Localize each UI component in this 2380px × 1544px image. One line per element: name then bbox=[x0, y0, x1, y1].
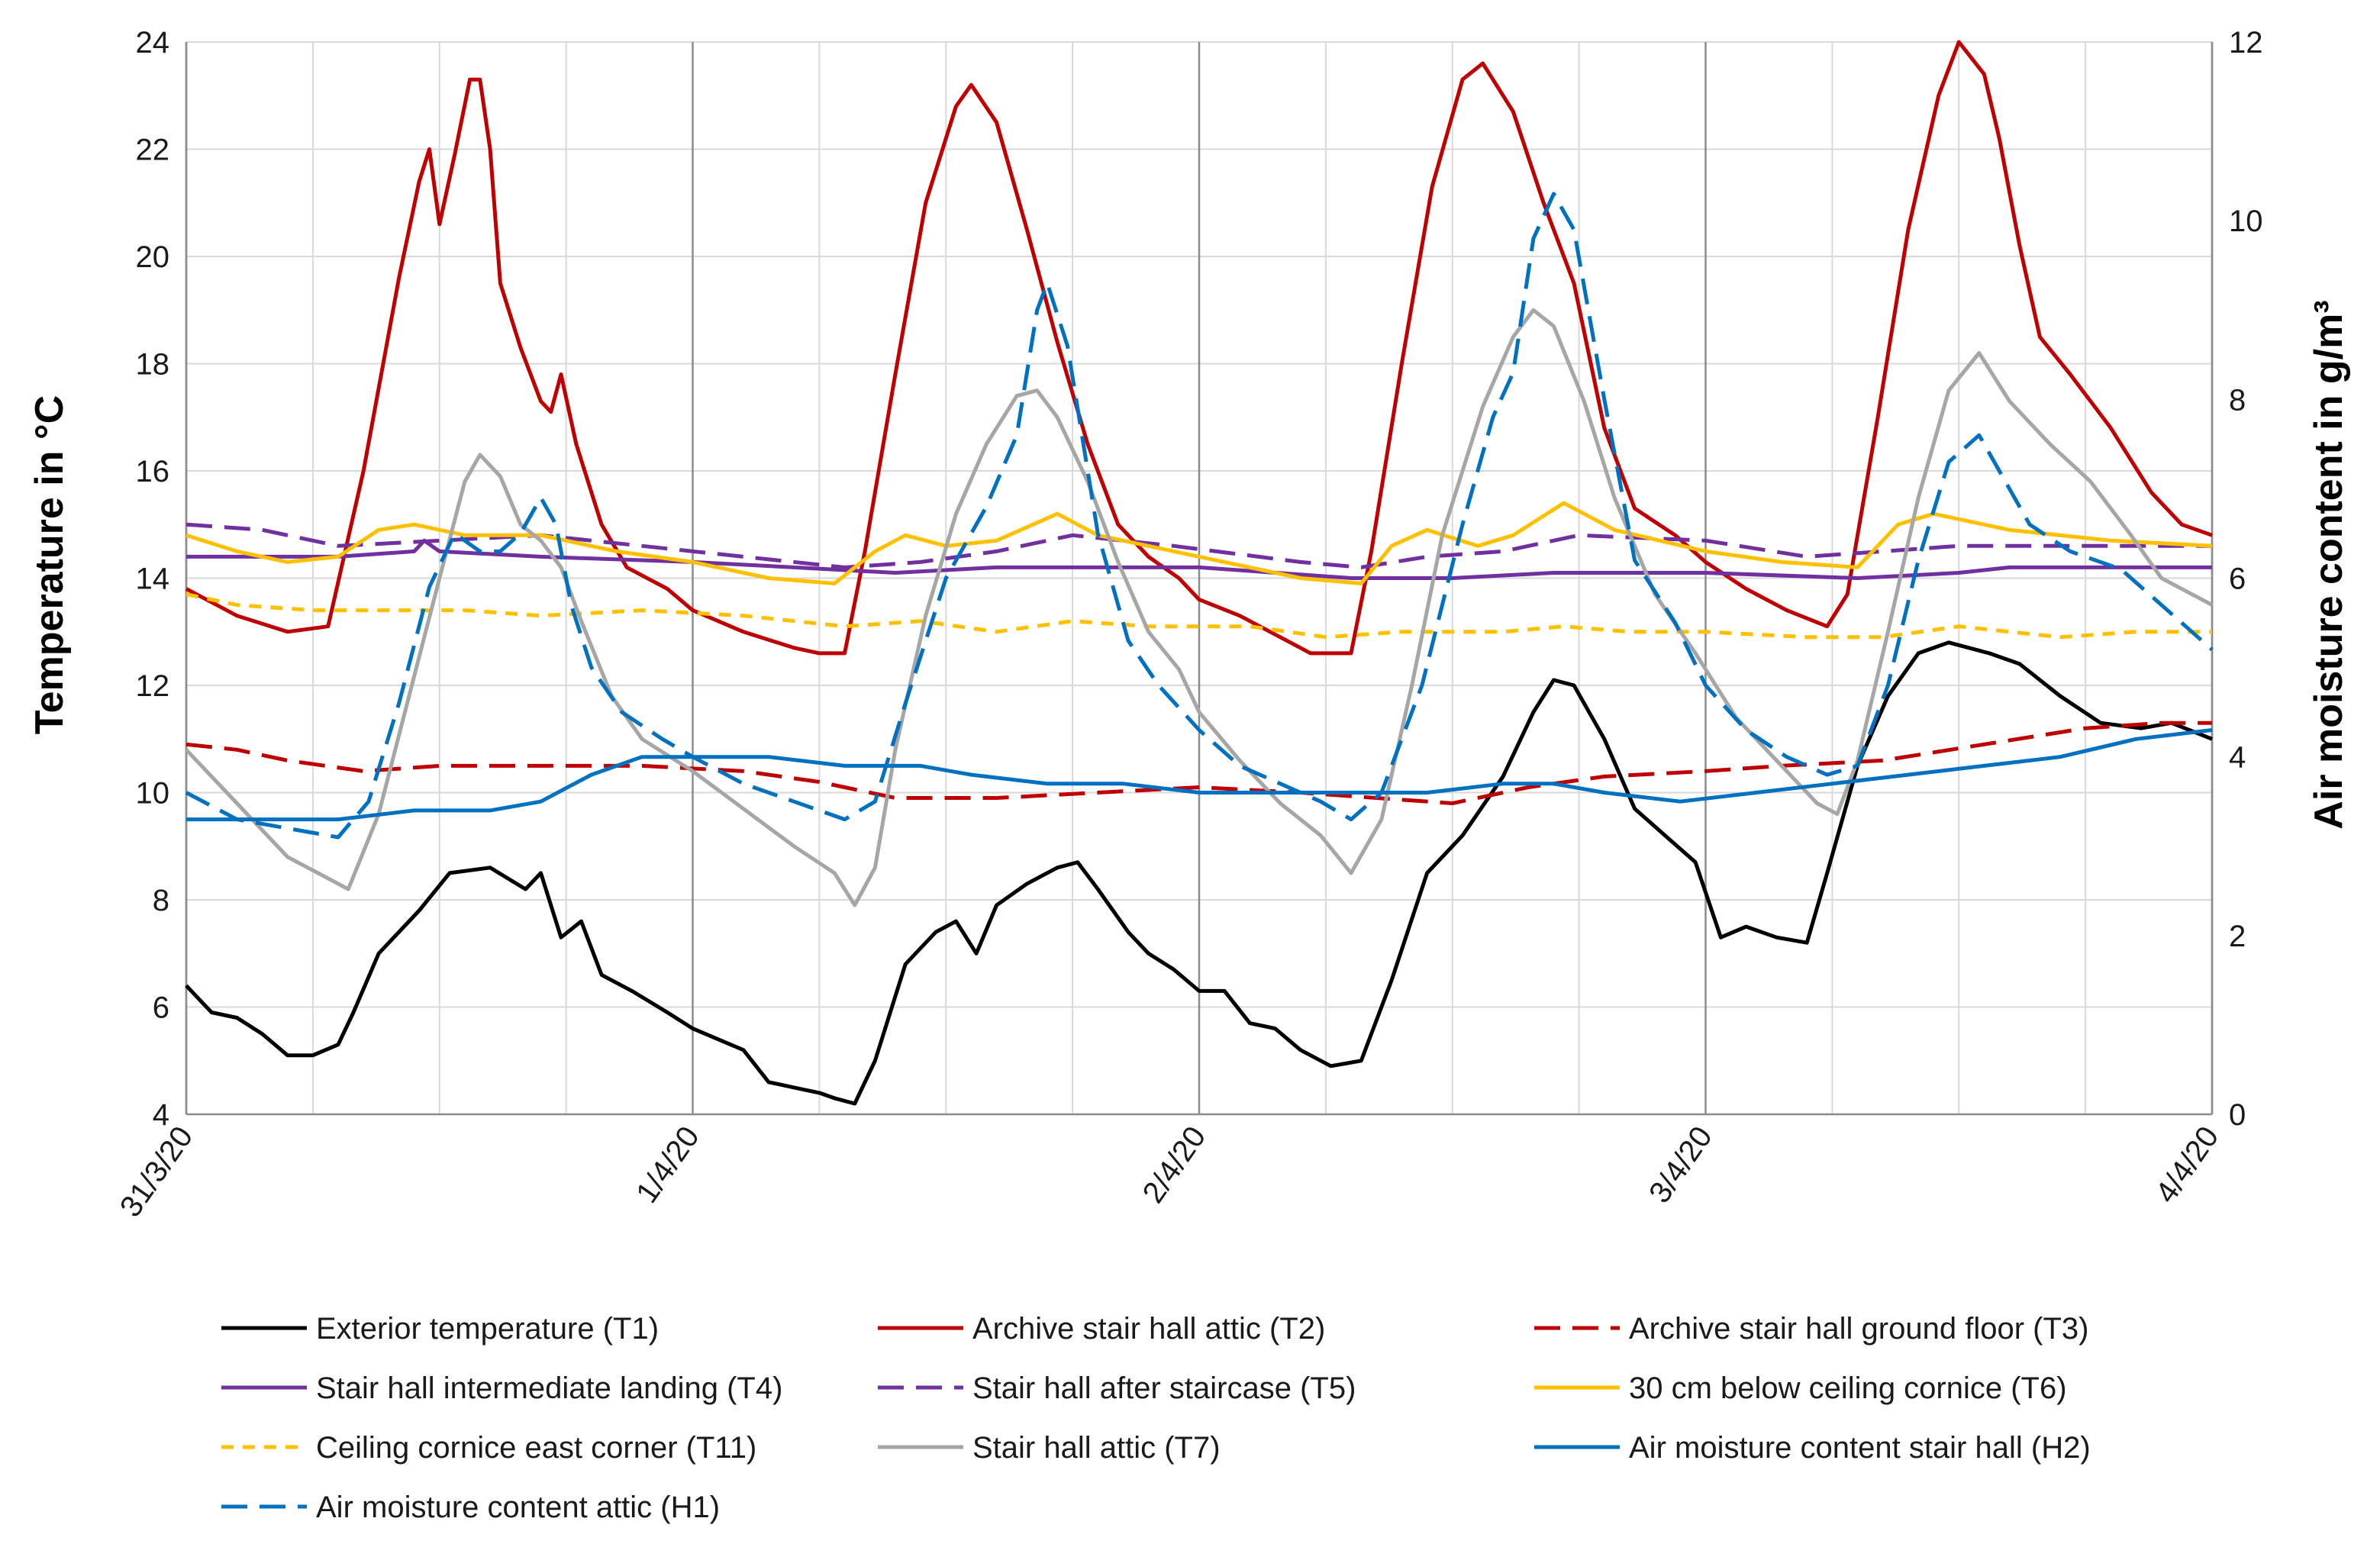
axes bbox=[185, 42, 2214, 1116]
legend-item: Stair hall intermediate landing (T4) bbox=[221, 1372, 782, 1405]
right-tick-label: 0 bbox=[2229, 1098, 2246, 1132]
left-tick-label: 8 bbox=[153, 884, 169, 917]
x-tick-label: 3/4/20 bbox=[1643, 1120, 1719, 1209]
right-tick-label: 6 bbox=[2229, 562, 2246, 596]
left-axis-title: Temperature in °C bbox=[27, 395, 72, 735]
series-line bbox=[185, 40, 2213, 656]
left-tick-label: 22 bbox=[136, 134, 170, 167]
legend-label: Exterior temperature (T1) bbox=[316, 1312, 659, 1346]
legend-label: Stair hall intermediate landing (T4) bbox=[316, 1372, 782, 1405]
left-tick-label: 12 bbox=[136, 669, 170, 703]
x-tick-label: 2/4/20 bbox=[1137, 1120, 1213, 1209]
x-tick-label: 31/3/20 bbox=[114, 1120, 200, 1223]
legend-label: Archive stair hall attic (T2) bbox=[972, 1312, 1325, 1346]
legend-item: Archive stair hall attic (T2) bbox=[878, 1312, 1325, 1346]
legend: Exterior temperature (T1) Archive stair h… bbox=[221, 1312, 2091, 1524]
legend-item: Exterior temperature (T1) bbox=[221, 1312, 659, 1346]
left-tick-label: 18 bbox=[136, 348, 170, 382]
x-axis-ticks: 31/3/20 1/4/20 2/4/20 3/4/20 4/4/20 bbox=[114, 1120, 2226, 1223]
left-tick-label: 4 bbox=[153, 1098, 169, 1132]
right-axis-ticks: 0 2 4 6 8 10 12 bbox=[2229, 26, 2263, 1132]
legend-label: Air moisture content stair hall (H2) bbox=[1629, 1431, 2091, 1465]
legend-label: Ceiling cornice east corner (T11) bbox=[316, 1431, 756, 1465]
right-axis-title: Air moisture content in g/m³ bbox=[2307, 300, 2351, 829]
left-tick-label: 24 bbox=[136, 26, 170, 60]
legend-item: Air moisture content attic (H1) bbox=[221, 1491, 720, 1524]
x-tick-label: 4/4/20 bbox=[2149, 1120, 2226, 1209]
legend-item: Air moisture content stair hall (H2) bbox=[1534, 1431, 2091, 1465]
legend-label: Stair hall after staircase (T5) bbox=[972, 1372, 1356, 1405]
legend-label: Air moisture content attic (H1) bbox=[316, 1491, 720, 1524]
legend-item: 30 cm below ceiling cornice (T6) bbox=[1534, 1372, 2067, 1405]
left-tick-label: 16 bbox=[136, 455, 170, 488]
legend-item: Stair hall after staircase (T5) bbox=[878, 1372, 1356, 1405]
series-lines bbox=[185, 40, 2214, 1106]
series-line bbox=[185, 592, 2212, 640]
left-axis-ticks: 4 6 8 10 12 14 16 18 20 22 24 bbox=[136, 26, 170, 1132]
series-line bbox=[185, 640, 2213, 1106]
series-line bbox=[185, 308, 2214, 907]
right-tick-label: 12 bbox=[2229, 26, 2263, 60]
legend-label: Archive stair hall ground floor (T3) bbox=[1629, 1312, 2088, 1346]
gridlines bbox=[185, 41, 2214, 1115]
series-line bbox=[186, 728, 2213, 822]
left-tick-label: 14 bbox=[136, 562, 170, 596]
left-tick-label: 20 bbox=[136, 240, 170, 274]
left-tick-label: 6 bbox=[153, 991, 169, 1025]
right-tick-label: 10 bbox=[2229, 205, 2263, 238]
legend-label: Stair hall attic (T7) bbox=[972, 1431, 1221, 1465]
legend-item: Ceiling cornice east corner (T11) bbox=[221, 1431, 756, 1465]
left-tick-label: 10 bbox=[136, 777, 170, 811]
x-tick-label: 1/4/20 bbox=[630, 1120, 706, 1209]
right-tick-label: 2 bbox=[2229, 920, 2246, 953]
series-line bbox=[185, 720, 2212, 805]
right-tick-label: 4 bbox=[2229, 741, 2246, 775]
legend-label: 30 cm below ceiling cornice (T6) bbox=[1629, 1372, 2067, 1405]
legend-item: Stair hall attic (T7) bbox=[878, 1431, 1221, 1465]
series-line bbox=[185, 501, 2213, 585]
right-tick-label: 8 bbox=[2229, 383, 2246, 417]
legend-item: Archive stair hall ground floor (T3) bbox=[1534, 1312, 2088, 1346]
series-line bbox=[185, 192, 2214, 840]
